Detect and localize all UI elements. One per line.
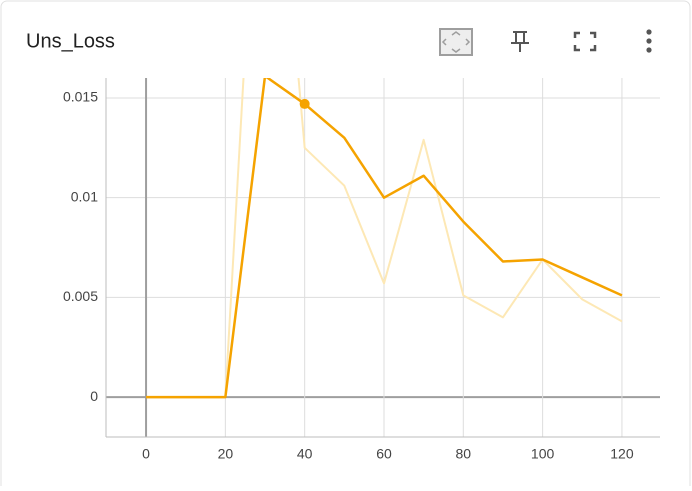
- x-tick-label: 40: [297, 446, 313, 462]
- tick-labels: 0 0.005 0.01 0.015 0 20 40 60 80 100 120: [63, 89, 634, 462]
- x-tick-label: 100: [531, 446, 555, 462]
- x-tick-label: 0: [142, 446, 150, 462]
- pin-button[interactable]: [511, 31, 529, 52]
- y-tick-label: 0.005: [63, 288, 98, 304]
- x-tick-label: 20: [218, 446, 234, 462]
- y-tick-label: 0.01: [71, 188, 98, 204]
- plot-area: [146, 78, 623, 399]
- y-tick-label: 0.015: [63, 89, 98, 105]
- y-tick-label: 0: [90, 388, 98, 404]
- more-menu-button[interactable]: [646, 29, 652, 53]
- x-tick-label: 80: [456, 446, 472, 462]
- x-tick-label: 60: [376, 446, 392, 462]
- hover-point: [299, 98, 310, 109]
- x-tick-label: 120: [610, 446, 634, 462]
- fullscreen-button[interactable]: [573, 31, 597, 52]
- series-line: [146, 78, 623, 399]
- chart-title: Uns_Loss: [26, 30, 115, 52]
- fit-domain-button[interactable]: [439, 28, 473, 56]
